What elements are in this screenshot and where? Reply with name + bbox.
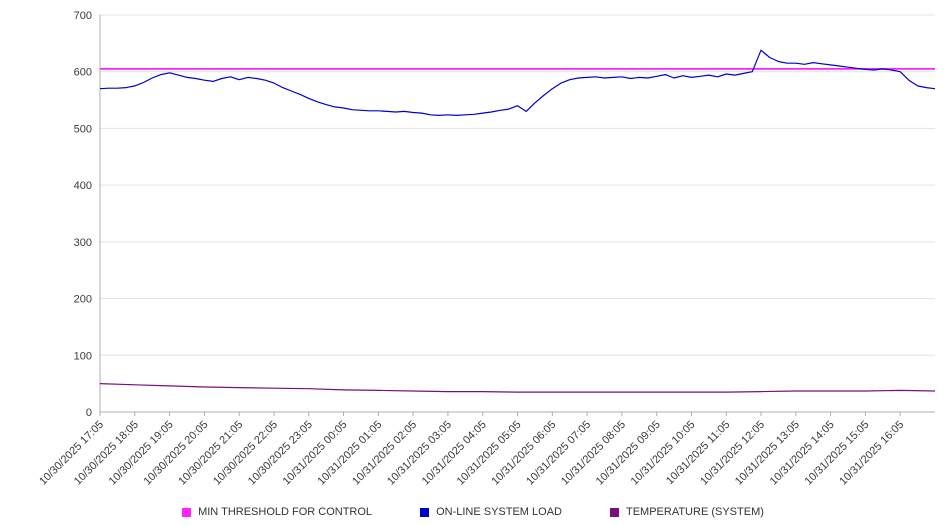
legend-label: ON-LINE SYSTEM LOAD: [436, 506, 562, 518]
svg-text:10/30/2025 17:05: 10/30/2025 17:05: [37, 419, 106, 488]
svg-text:10/31/2025 14:05: 10/31/2025 14:05: [768, 419, 837, 488]
svg-text:200: 200: [74, 294, 92, 306]
svg-text:10/31/2025 04:05: 10/31/2025 04:05: [420, 419, 489, 488]
svg-text:10/31/2025 01:05: 10/31/2025 01:05: [315, 419, 384, 488]
svg-text:10/31/2025 03:05: 10/31/2025 03:05: [385, 419, 454, 488]
svg-text:10/31/2025 06:05: 10/31/2025 06:05: [489, 419, 558, 488]
svg-text:500: 500: [74, 123, 92, 135]
svg-text:10/30/2025 23:05: 10/30/2025 23:05: [246, 419, 315, 488]
legend-item-min-threshold[interactable]: MIN THRESHOLD FOR CONTROL: [182, 506, 372, 518]
legend-label: TEMPERATURE (SYSTEM): [625, 506, 764, 518]
legend-item-online-system-load[interactable]: ON-LINE SYSTEM LOAD: [420, 506, 562, 518]
svg-text:300: 300: [74, 237, 92, 249]
svg-text:0: 0: [86, 407, 92, 419]
svg-text:700: 700: [74, 10, 92, 22]
legend-label: MIN THRESHOLD FOR CONTROL: [198, 506, 373, 518]
svg-text:10/30/2025 18:05: 10/30/2025 18:05: [72, 419, 141, 488]
svg-text:10/31/2025 11:05: 10/31/2025 11:05: [664, 419, 732, 487]
svg-text:10/31/2025 12:05: 10/31/2025 12:05: [698, 419, 767, 488]
svg-text:10/31/2025 00:05: 10/31/2025 00:05: [281, 419, 350, 488]
svg-text:10/30/2025 20:05: 10/30/2025 20:05: [141, 419, 210, 488]
svg-text:10/31/2025 08:05: 10/31/2025 08:05: [559, 419, 628, 488]
svg-text:10/31/2025 16:05: 10/31/2025 16:05: [837, 419, 906, 488]
svg-text:10/30/2025 22:05: 10/30/2025 22:05: [211, 419, 280, 488]
chart-legend: MIN THRESHOLD FOR CONTROL ON-LINE SYSTEM…: [0, 506, 946, 518]
svg-text:10/31/2025 13:05: 10/31/2025 13:05: [733, 419, 802, 488]
svg-text:10/31/2025 15:05: 10/31/2025 15:05: [802, 419, 871, 488]
svg-text:10/31/2025 10:05: 10/31/2025 10:05: [629, 419, 698, 488]
svg-text:10/30/2025 21:05: 10/30/2025 21:05: [176, 419, 245, 488]
svg-text:400: 400: [74, 180, 92, 192]
legend-item-temperature-system[interactable]: TEMPERATURE (SYSTEM): [609, 506, 764, 518]
svg-text:10/31/2025 05:05: 10/31/2025 05:05: [455, 419, 524, 488]
svg-text:10/31/2025 02:05: 10/31/2025 02:05: [350, 419, 419, 488]
svg-text:10/30/2025 19:05: 10/30/2025 19:05: [107, 419, 176, 488]
legend-swatch: [420, 507, 430, 517]
legend-swatch: [609, 507, 619, 517]
legend-swatch: [182, 507, 192, 517]
svg-text:100: 100: [74, 350, 92, 362]
svg-text:10/31/2025 07:05: 10/31/2025 07:05: [524, 419, 593, 488]
svg-text:600: 600: [74, 67, 92, 79]
svg-text:10/31/2025 09:05: 10/31/2025 09:05: [594, 419, 663, 488]
